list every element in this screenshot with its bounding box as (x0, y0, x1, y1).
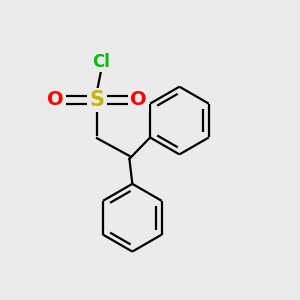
Text: S: S (89, 90, 104, 110)
Text: Cl: Cl (92, 53, 110, 71)
Text: O: O (47, 90, 64, 110)
Text: O: O (130, 90, 146, 110)
